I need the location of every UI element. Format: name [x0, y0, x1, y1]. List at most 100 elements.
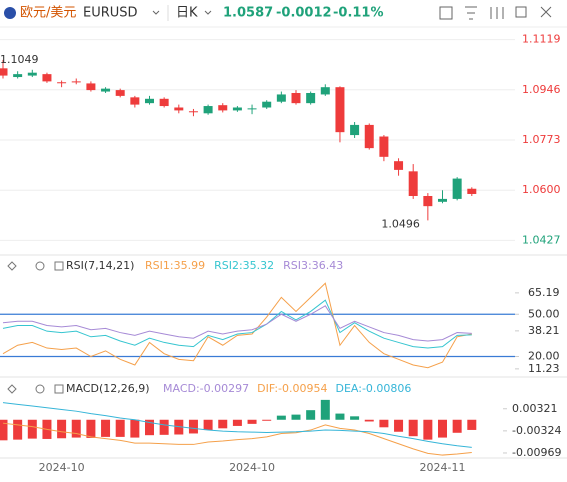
percent: -0.11% [333, 6, 384, 21]
series-line [2, 282, 472, 369]
histogram-bar [452, 419, 462, 433]
candle-body [467, 188, 477, 194]
histogram-bar [320, 399, 330, 420]
histogram-bar [467, 419, 477, 430]
y-tick-label: 1.0427 [522, 233, 561, 246]
candle-body [276, 94, 286, 102]
y-tick-label: 1.0773 [522, 133, 561, 146]
x-tick-label: 2024-10 [229, 461, 275, 474]
flag-icon [4, 7, 16, 19]
tool-icon[interactable] [465, 6, 477, 20]
histogram-bar [13, 419, 23, 440]
candle-body [291, 92, 301, 104]
histogram-bar [0, 419, 8, 441]
legend-label: DEA:-0.00806 [336, 382, 412, 395]
y-tick-label: 1.0946 [522, 83, 561, 96]
candle-body [232, 107, 242, 111]
candle-body [71, 81, 81, 83]
period[interactable]: 日K [176, 6, 198, 21]
candle-body [27, 72, 37, 76]
legend-label: RSI1:35.99 [145, 259, 205, 272]
rsi-title: RSI(7,14,21) [66, 259, 134, 272]
candle-body [423, 196, 433, 207]
y-tick-label: 20.00 [528, 350, 560, 363]
close-icon[interactable] [540, 6, 552, 18]
histogram-bar [291, 414, 301, 420]
histogram-bar [71, 419, 81, 438]
panel-icon[interactable] [35, 384, 45, 394]
candle-body [218, 105, 228, 111]
tool-icon[interactable] [490, 7, 504, 19]
histogram-bar [306, 410, 316, 420]
histogram-bar [350, 416, 360, 420]
histogram-bar [438, 419, 447, 438]
price-annotation: 1.0496 [381, 217, 420, 230]
candle-body [0, 68, 8, 76]
histogram-bar [145, 419, 154, 436]
price: 1.0587 [223, 6, 273, 21]
candle-body [438, 198, 447, 202]
panel-icons [7, 261, 64, 394]
candle-body [452, 178, 462, 199]
histogram-bar [101, 419, 111, 437]
candle-body [394, 161, 404, 170]
panel-icon[interactable] [7, 261, 17, 271]
candle-body [86, 83, 96, 91]
candle-body [145, 98, 154, 104]
candle-body [262, 101, 272, 108]
histogram-bar [188, 419, 198, 434]
legend-label: RSI2:35.32 [214, 259, 274, 272]
y-tick-label: -0.00969 [512, 446, 561, 459]
candle-body [320, 87, 330, 95]
pair-name[interactable]: 欧元/美元 [20, 6, 76, 21]
series-line [2, 299, 472, 349]
histogram-bar [203, 419, 213, 431]
candle-body [13, 74, 23, 78]
series-line [2, 305, 472, 342]
price-annotation: 1.1049 [0, 53, 39, 66]
histogram-bar [262, 419, 272, 421]
tool-icon[interactable] [439, 6, 453, 20]
macd-title: MACD(12,26,9) [66, 382, 150, 395]
candle-body [115, 90, 125, 96]
symbol: EURUSD [83, 6, 138, 21]
y-tick-label: 38.21 [528, 324, 560, 337]
histogram-bar [423, 419, 433, 440]
candle-body [42, 74, 52, 82]
histogram-bar [232, 419, 242, 426]
series-line [2, 422, 472, 456]
candle-body [57, 82, 67, 84]
candle-body [350, 124, 360, 136]
y-tick-label: 50.00 [528, 307, 560, 320]
y-tick-label: -0.00324 [512, 424, 561, 437]
candle-body [335, 87, 345, 133]
toolbar [439, 6, 552, 20]
candle-body [364, 124, 374, 149]
histogram-bar [276, 415, 286, 420]
y-tick-label: 65.19 [528, 286, 560, 299]
candle-body [306, 92, 316, 104]
candle-body [188, 111, 198, 113]
tool-icon[interactable] [515, 6, 527, 18]
histogram-bar [379, 419, 389, 428]
legend-label: MACD:-0.00297 [163, 382, 249, 395]
panel-icon[interactable] [7, 384, 17, 394]
panel-icon[interactable] [54, 384, 64, 394]
panel-icon[interactable] [54, 261, 64, 271]
histogram-bar [130, 419, 140, 438]
candle-body [379, 136, 389, 157]
dropdown-arrow[interactable] [204, 10, 212, 15]
panel-icon[interactable] [35, 261, 45, 271]
dropdown-arrow[interactable] [152, 10, 160, 15]
y-tick-label: 0.00321 [512, 402, 558, 415]
x-tick-label: 2024-11 [420, 461, 466, 474]
change: -0.0012 [276, 6, 332, 21]
histogram-bar [218, 419, 228, 429]
y-tick-label: 11.23 [528, 362, 560, 375]
candle-body [159, 98, 169, 107]
candle-body [408, 171, 418, 196]
histogram-bar [27, 419, 37, 439]
y-tick-label: 1.1119 [522, 33, 561, 46]
candle-body [130, 97, 140, 105]
